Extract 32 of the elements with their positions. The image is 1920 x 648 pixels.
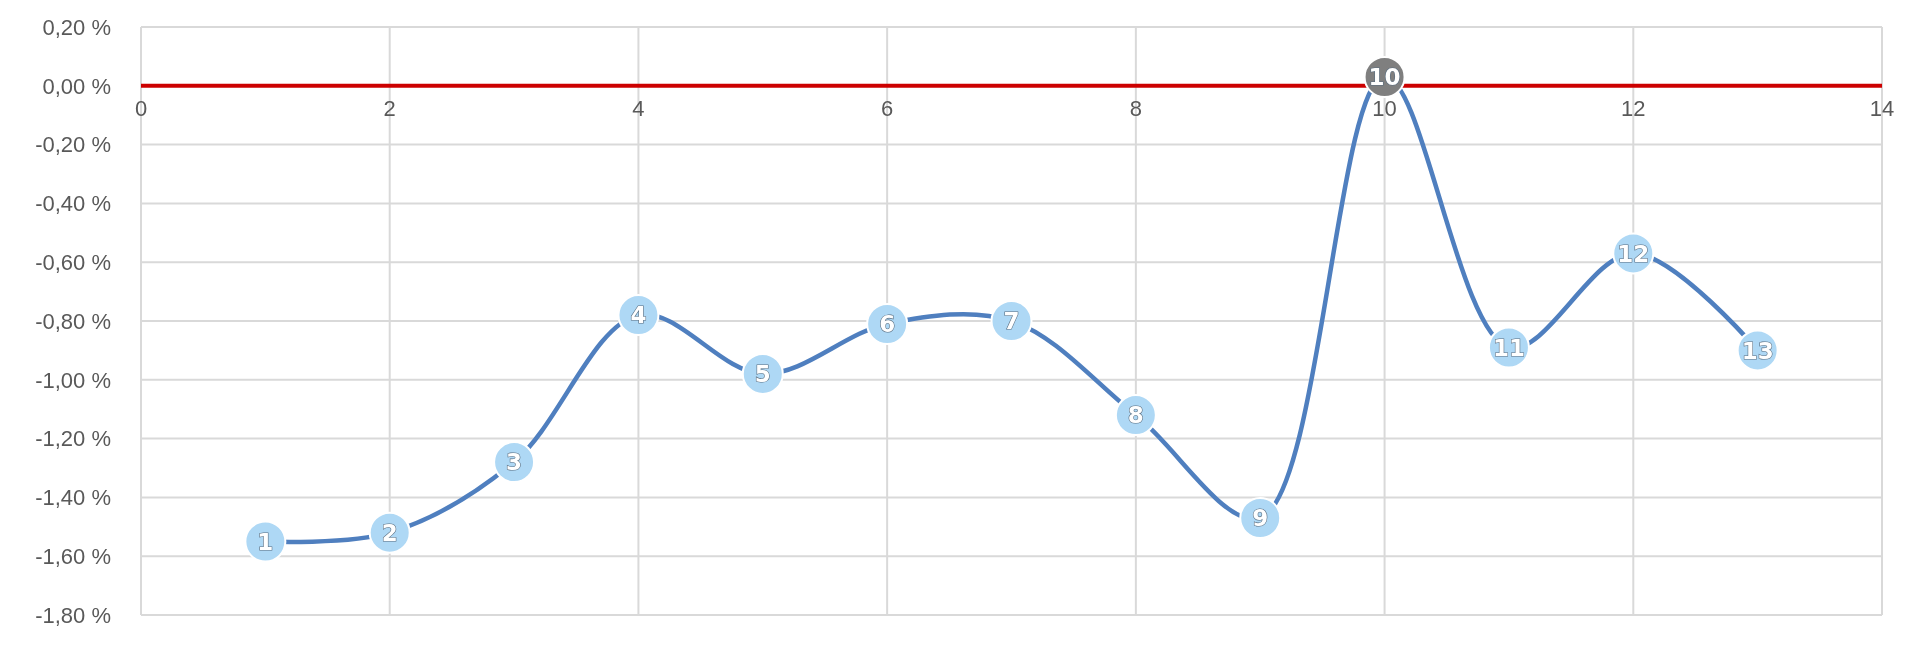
- annotation: 5: [754, 361, 771, 388]
- y-tick-label: 0,00 %: [42, 73, 111, 99]
- y-tick-label: -0,80 %: [35, 308, 111, 334]
- annotation: 1: [257, 528, 274, 555]
- annotation: 12: [1617, 240, 1650, 267]
- y-tick-label: -0,40 %: [35, 191, 111, 217]
- y-tick-label: -1,80 %: [35, 602, 111, 628]
- y-tick-label: -1,00 %: [35, 367, 111, 393]
- x-tick-label: 6: [881, 95, 894, 121]
- y-tick-label: -1,20 %: [35, 426, 111, 452]
- annotation: 4: [630, 302, 647, 329]
- x-tick-label: 12: [1621, 95, 1646, 121]
- y-tick-label: -1,40 %: [35, 485, 111, 511]
- annotation: 7: [1003, 308, 1020, 335]
- x-tick-label: 10: [1372, 95, 1397, 121]
- annotation: 13: [1741, 337, 1774, 364]
- annotation: 6: [879, 311, 896, 338]
- x-tick-label: 14: [1869, 95, 1895, 121]
- annotation: 3: [506, 449, 523, 476]
- annotation: 8: [1127, 402, 1144, 429]
- y-tick-label: 0,20 %: [42, 14, 111, 40]
- annotation: 10: [1368, 64, 1401, 91]
- annotation: 9: [1252, 505, 1269, 532]
- y-tick-label: -0,20 %: [35, 132, 111, 158]
- x-tick-label: 0: [134, 95, 148, 121]
- y-tick-label: -1,60 %: [35, 543, 111, 569]
- x-tick-label: 2: [383, 95, 396, 121]
- x-tick-label: 8: [1129, 95, 1142, 121]
- y-tick-label: -0,60 %: [35, 249, 111, 275]
- annotation: 2: [381, 519, 398, 546]
- annotation: 11: [1492, 334, 1525, 361]
- x-tick-label: 4: [632, 95, 645, 121]
